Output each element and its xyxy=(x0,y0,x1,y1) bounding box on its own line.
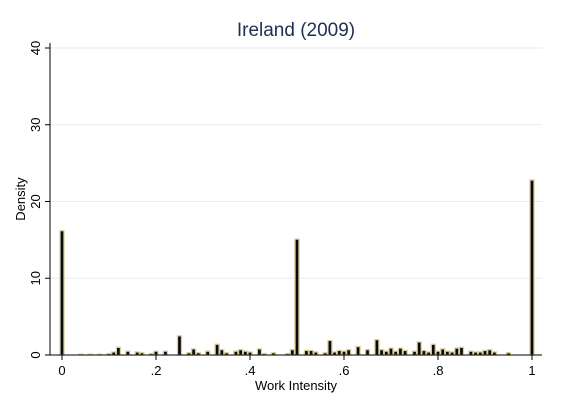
histogram-bar xyxy=(430,343,436,356)
x-axis-label: Work Intensity xyxy=(255,378,338,393)
histogram-bar xyxy=(383,350,389,356)
histogram-bar xyxy=(289,348,295,356)
histogram-bar xyxy=(125,350,131,356)
histogram-bar xyxy=(59,230,65,356)
histogram-bar xyxy=(388,347,394,356)
histogram-bar xyxy=(468,350,474,356)
histogram-bar xyxy=(153,350,159,356)
histogram-bar xyxy=(435,350,441,356)
histogram-bar xyxy=(162,350,169,356)
histogram-bar xyxy=(482,349,488,356)
histogram-bar xyxy=(402,349,408,356)
histogram-bar xyxy=(336,349,342,356)
histogram-bar xyxy=(364,348,371,356)
histogram-bar xyxy=(421,349,427,356)
histogram-bar xyxy=(233,350,239,356)
histogram-bar xyxy=(355,345,361,356)
histogram-bar xyxy=(454,347,460,356)
histogram-bar xyxy=(529,179,535,356)
x-tick-label: .2 xyxy=(151,363,162,378)
x-tick-label: .4 xyxy=(245,363,256,378)
histogram-bar xyxy=(458,346,465,356)
histogram-bar xyxy=(341,350,347,356)
histogram-bar xyxy=(115,346,122,356)
histogram-bar xyxy=(393,350,399,356)
x-tick-label: 1 xyxy=(528,363,535,378)
histogram-bar xyxy=(219,348,225,356)
tick-marks: 0 10 20 30 40 0 .2 .4 .6 .8 1 xyxy=(28,41,536,378)
chart-title: Ireland (2009) xyxy=(237,20,355,41)
histogram-bar xyxy=(378,348,385,356)
histogram-bar xyxy=(242,350,248,356)
histogram-bar xyxy=(397,347,404,356)
histogram-bar xyxy=(411,350,418,356)
histogram-bar xyxy=(440,348,446,356)
y-axis-label: Density xyxy=(13,177,28,221)
histogram-bar xyxy=(214,343,220,356)
histogram-bar xyxy=(256,348,263,356)
axes xyxy=(49,43,542,356)
x-tick-label: 0 xyxy=(58,363,65,378)
histogram-bar xyxy=(303,349,310,356)
y-tick-label: 10 xyxy=(28,271,43,285)
histogram-bar xyxy=(374,338,380,356)
histogram-bar xyxy=(444,350,451,356)
y-tick-label: 20 xyxy=(28,194,43,208)
y-tick-label: 30 xyxy=(28,118,43,132)
histogram-bar xyxy=(190,348,197,356)
histogram-bars xyxy=(59,179,535,356)
histogram-bar xyxy=(176,335,183,356)
histogram-bar xyxy=(327,339,333,356)
y-tick-label: 0 xyxy=(28,351,43,358)
histogram-bar xyxy=(205,350,211,356)
y-tick-label: 40 xyxy=(28,41,43,55)
histogram-bar xyxy=(416,341,422,356)
histogram-bar xyxy=(294,238,300,356)
histogram-bar xyxy=(308,349,314,356)
histogram-bar xyxy=(487,348,493,356)
x-tick-label: .6 xyxy=(339,363,350,378)
x-tick-label: .8 xyxy=(433,363,444,378)
histogram-bar xyxy=(346,348,352,356)
histogram-bar xyxy=(237,348,244,356)
